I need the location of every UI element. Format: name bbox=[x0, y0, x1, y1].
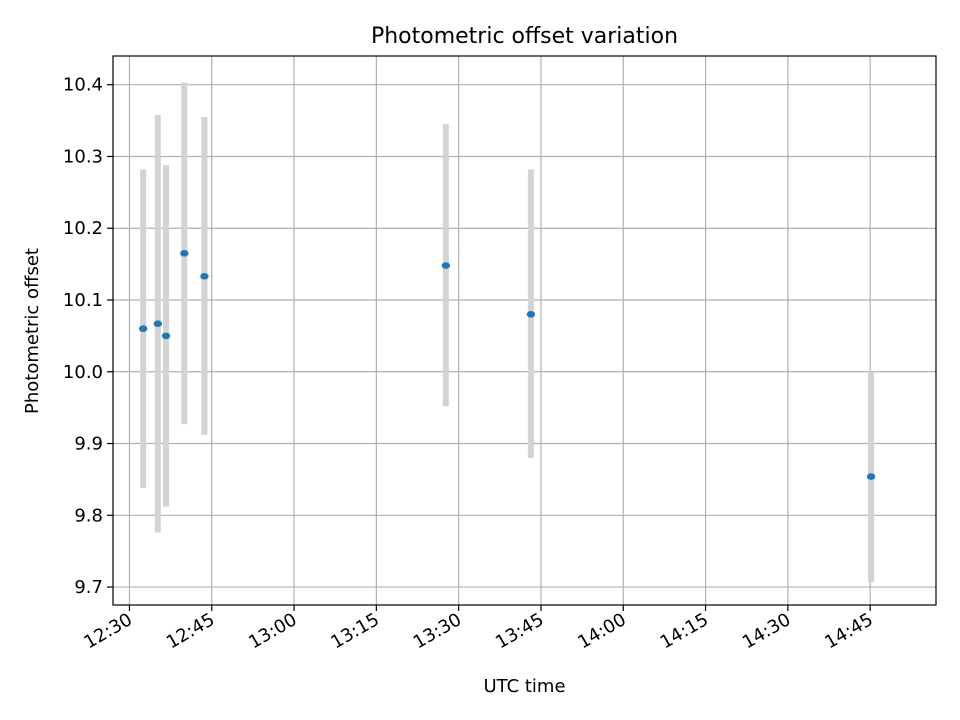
data-point bbox=[866, 473, 876, 480]
data-point bbox=[441, 262, 451, 269]
data-point bbox=[526, 311, 536, 318]
plot-frame bbox=[112, 55, 937, 606]
data-points bbox=[138, 250, 876, 480]
y-axis-ticks: 9.7 9.8 9.9 10.0 10.1 10.2 10.3 10.4 bbox=[63, 75, 113, 598]
x-axis-label: UTC time bbox=[483, 676, 565, 697]
data-point bbox=[153, 320, 163, 327]
y-tick-label: 9.7 bbox=[74, 577, 103, 598]
y-tick-label: 10.2 bbox=[63, 218, 103, 239]
y-tick-label: 10.0 bbox=[63, 362, 103, 383]
data-point bbox=[161, 332, 171, 340]
y-tick-label: 10.1 bbox=[63, 290, 103, 311]
grid-lines bbox=[113, 56, 936, 605]
y-tick-label: 10.3 bbox=[63, 146, 103, 167]
data-point bbox=[200, 273, 209, 280]
data-point bbox=[180, 250, 189, 257]
y-tick-label: 10.4 bbox=[63, 75, 103, 96]
y-tick-label: 9.9 bbox=[74, 434, 103, 455]
y-axis-label: Photometric offset bbox=[22, 248, 43, 414]
y-tick-label: 9.8 bbox=[74, 505, 103, 526]
chart-title: Photometric offset variation bbox=[371, 24, 678, 49]
data-point bbox=[138, 325, 148, 333]
